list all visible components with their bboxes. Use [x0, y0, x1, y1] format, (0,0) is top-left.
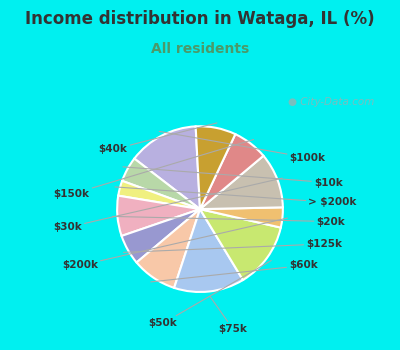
Text: Income distribution in Wataga, IL (%): Income distribution in Wataga, IL (%)	[25, 10, 375, 28]
Wedge shape	[122, 159, 200, 209]
Wedge shape	[200, 209, 281, 280]
Text: $50k: $50k	[148, 260, 271, 329]
Text: $100k: $100k	[159, 131, 326, 163]
Wedge shape	[200, 207, 283, 228]
Text: All residents: All residents	[151, 42, 249, 56]
Text: > $200k: > $200k	[115, 187, 357, 208]
Wedge shape	[174, 209, 243, 292]
Text: $60k: $60k	[151, 260, 318, 282]
Text: $150k: $150k	[54, 140, 254, 199]
Text: $10k: $10k	[123, 167, 343, 188]
Wedge shape	[118, 181, 200, 209]
Text: $125k: $125k	[124, 239, 342, 252]
Text: $20k: $20k	[112, 216, 345, 226]
Text: $200k: $200k	[62, 218, 287, 271]
Wedge shape	[200, 156, 283, 209]
Wedge shape	[122, 209, 200, 262]
Wedge shape	[200, 134, 264, 209]
Wedge shape	[117, 196, 200, 236]
Text: $30k: $30k	[53, 178, 282, 232]
Text: $75k: $75k	[210, 296, 248, 334]
Wedge shape	[196, 126, 235, 209]
Text: $40k: $40k	[98, 123, 217, 154]
Wedge shape	[136, 209, 200, 288]
Wedge shape	[134, 126, 200, 209]
Text: ● City-Data.com: ● City-Data.com	[288, 97, 374, 107]
